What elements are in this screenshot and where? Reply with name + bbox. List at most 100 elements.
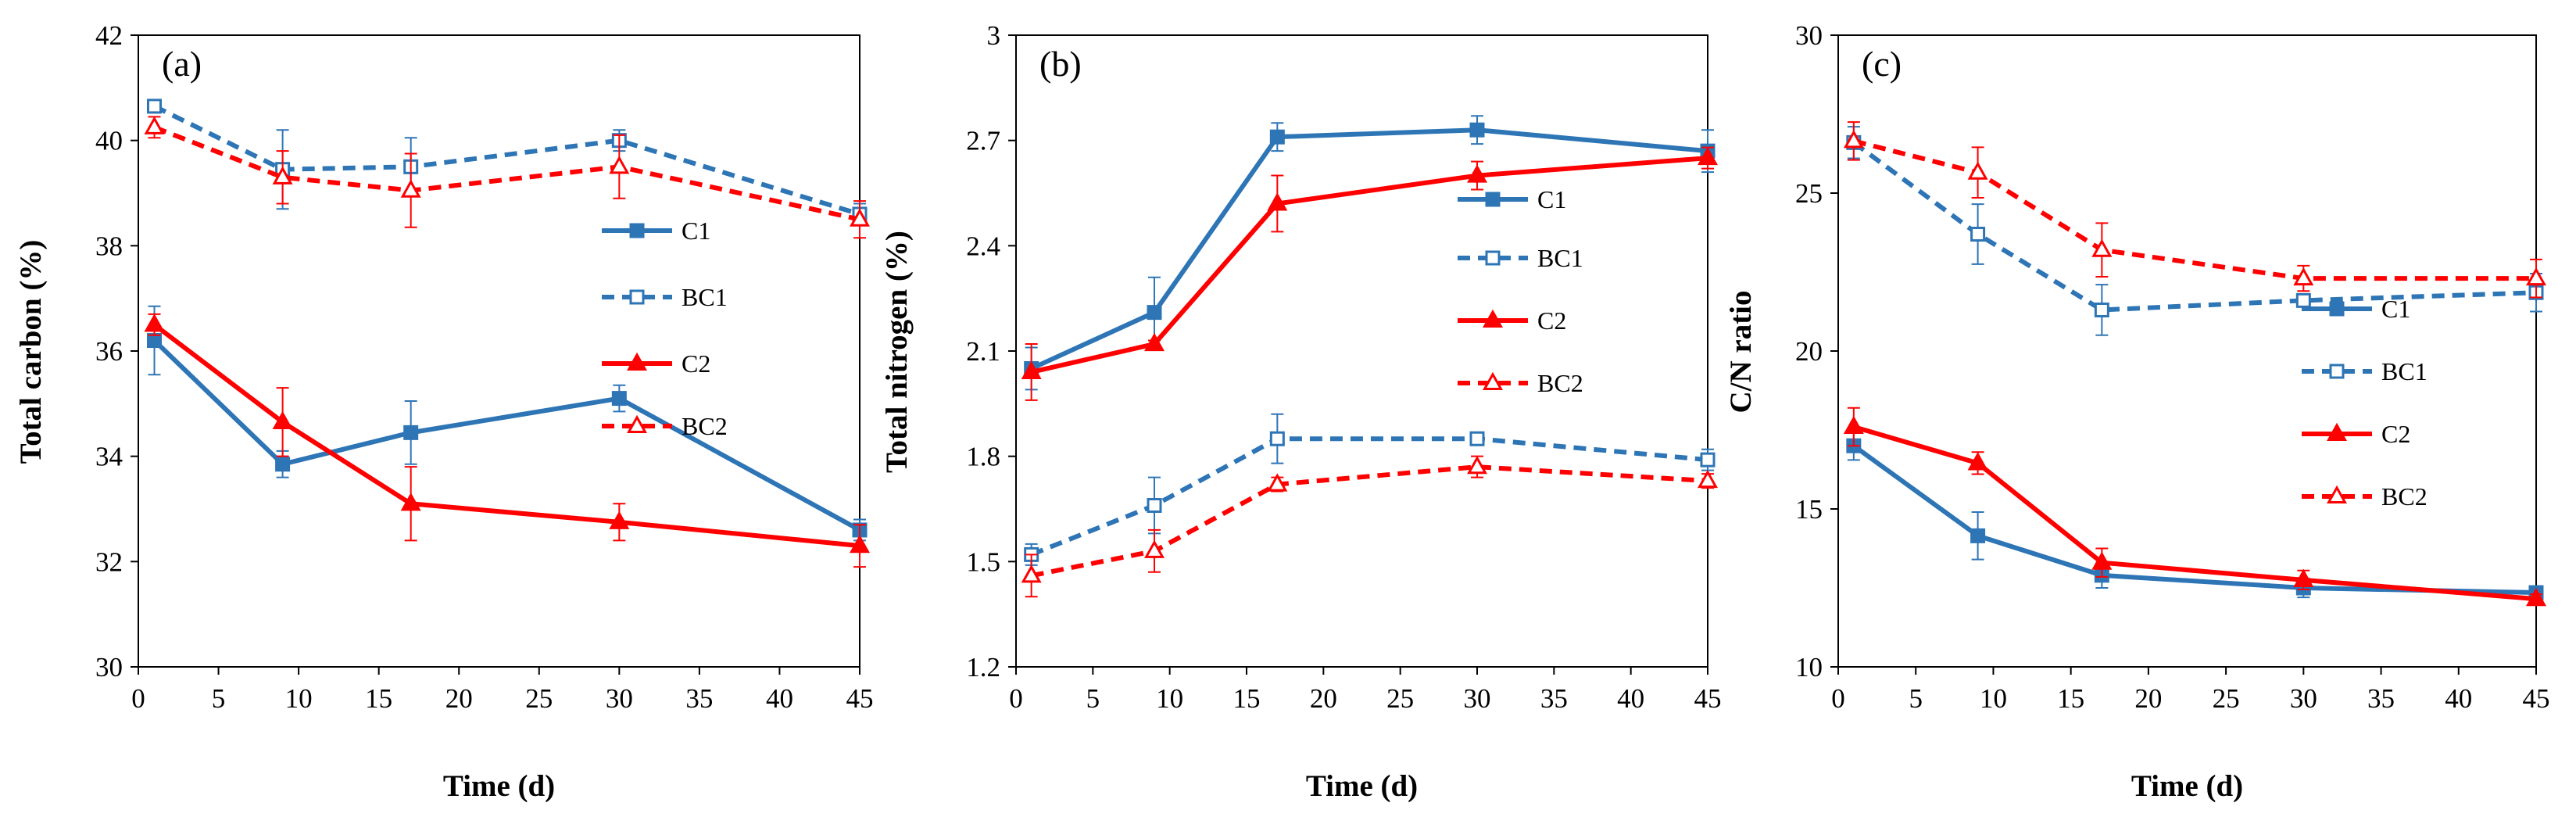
panel-b-y-tick-label: 2.1 bbox=[966, 336, 1000, 367]
panel-b-x-tick-label: 35 bbox=[1540, 683, 1568, 714]
panel-c-y-tick-label: 20 bbox=[1795, 336, 1823, 367]
panel-a-legend-label: BC1 bbox=[682, 283, 728, 311]
panel-b-legend-item-c2: C2 bbox=[1458, 306, 1566, 335]
panel-b-point-c2 bbox=[1021, 360, 1042, 379]
panel-c-point-c2 bbox=[1843, 415, 1864, 435]
panel-c: 0 5 10 15 20 25 30 35 40 45 10 15 20 25 30 Time (d) C/N … bbox=[1724, 20, 2550, 803]
panel-c-point-bc2 bbox=[2526, 267, 2546, 286]
panel-b-x-tick-label: 30 bbox=[1464, 683, 1491, 714]
panel-a-line-c2 bbox=[152, 322, 860, 549]
panel-b-point-bc1 bbox=[1469, 431, 1485, 446]
panel-b-legend-item-bc2: BC2 bbox=[1458, 369, 1583, 397]
panel-c-y-axis-label: C/N ratio bbox=[1724, 290, 1758, 413]
panel-a-series-bc2 bbox=[144, 116, 870, 239]
panel-a-point-bc2 bbox=[400, 179, 421, 198]
panel-b-y-axis-label: Total nitrogen (%) bbox=[880, 231, 914, 473]
panel-c-point-bc2 bbox=[2091, 238, 2113, 257]
panel-c-x-tick-label: 40 bbox=[2445, 683, 2472, 714]
panel-c-x-tick-label: 20 bbox=[2134, 683, 2162, 714]
panel-c-line-bc2 bbox=[1853, 138, 2536, 281]
panel-a-y-tick-label: 30 bbox=[95, 652, 123, 682]
panel-a-point-c1 bbox=[147, 333, 163, 349]
panel-a-x-axis-label: Time (d) bbox=[443, 769, 555, 803]
panel-a-y-axis-label: Total carbon (%) bbox=[14, 240, 48, 464]
panel-c-legend-item-c2: C2 bbox=[2302, 420, 2410, 448]
panel-c-legend-label: BC2 bbox=[2381, 482, 2428, 511]
panel-a-point-bc2 bbox=[144, 116, 165, 134]
panel-a-x-tick-label: 45 bbox=[846, 683, 874, 714]
panel-a-y-tick-label: 40 bbox=[95, 126, 123, 156]
panel-c-legend-label: BC1 bbox=[2381, 357, 2428, 385]
panel-c-point-bc2 bbox=[1843, 130, 1864, 149]
panel-b-y-tick-label: 2.7 bbox=[966, 126, 1000, 156]
panel-b-point-c2 bbox=[1467, 164, 1487, 183]
panel-a-legend-item-c2: C2 bbox=[602, 349, 710, 378]
panel-c-y-tick-label: 15 bbox=[1795, 494, 1823, 525]
panel-b-line-bc2 bbox=[1031, 464, 1708, 579]
panel-c-point-bc1 bbox=[2295, 292, 2311, 308]
panel-a-point-c1 bbox=[611, 391, 627, 407]
panel-b-x-tick-label: 5 bbox=[1086, 683, 1100, 714]
panel-c-legend-item-bc1: BC1 bbox=[2302, 357, 2428, 385]
panel-b-point-c2 bbox=[1267, 192, 1288, 211]
panel-a-legend-item-c1: C1 bbox=[602, 217, 710, 245]
panel-b-x-tick-label: 45 bbox=[1694, 683, 1722, 714]
panel-b-point-c2 bbox=[1144, 332, 1165, 352]
panel-a-legend-label: C1 bbox=[682, 217, 710, 245]
panel-c-x-tick-label: 45 bbox=[2523, 683, 2550, 714]
panel-c-y-tick-label: 25 bbox=[1795, 178, 1823, 209]
panel-c-point-bc2 bbox=[1967, 161, 1988, 180]
panel-b-point-bc1 bbox=[1147, 498, 1162, 514]
panel-c-point-c2 bbox=[2526, 587, 2546, 607]
panel-a-point-c2 bbox=[609, 511, 630, 529]
panel-a-point-c1 bbox=[275, 457, 291, 472]
panel-b-point-bc2 bbox=[1698, 469, 1718, 489]
panel-b-tag: (b) bbox=[1039, 44, 1082, 84]
panel-a-line-bc2 bbox=[153, 125, 860, 222]
panel-b-y-tick-label: 1.5 bbox=[966, 546, 1000, 577]
panel-b-point-bc2 bbox=[1021, 564, 1042, 583]
panel-c-x-tick-label: 30 bbox=[2290, 683, 2317, 714]
panel-b-series-bc1 bbox=[1024, 413, 1716, 566]
panel-c-point-bc1 bbox=[2094, 302, 2109, 317]
panel-c-x-tick-label: 25 bbox=[2213, 683, 2240, 714]
panel-b: 0 5 10 15 20 25 30 35 40 45 1.2 1.5 1.8 2.1 2.4 2.7 3 Tim… bbox=[880, 20, 1722, 803]
panel-a-legend-marker bbox=[629, 289, 645, 305]
panel-b-point-bc1 bbox=[1700, 452, 1716, 468]
panel-a-tag: (a) bbox=[162, 44, 202, 84]
panel-a-legend-marker bbox=[627, 414, 647, 434]
panel-a-point-bc2 bbox=[850, 208, 870, 227]
panel-b-x-tick-label: 0 bbox=[1009, 683, 1023, 714]
panel-b-legend-label: C1 bbox=[1537, 185, 1566, 213]
panel-b-line-bc1 bbox=[1030, 436, 1708, 557]
panel-a-x-tick-label: 10 bbox=[285, 683, 313, 714]
panel-b-line-c2 bbox=[1030, 156, 1708, 374]
panel-b-x-tick-label: 40 bbox=[1617, 683, 1644, 714]
panel-b-x-tick-label: 10 bbox=[1156, 683, 1183, 714]
panel-c-series-bc2 bbox=[1843, 121, 2546, 299]
panel-c-tag: (c) bbox=[1862, 44, 1902, 84]
panel-b-legend-item-bc1: BC1 bbox=[1458, 244, 1583, 272]
panel-b-y-tick-label: 1.8 bbox=[966, 442, 1000, 472]
panel-c-legend-label: C2 bbox=[2381, 420, 2410, 448]
panel-c-x-tick-label: 35 bbox=[2367, 683, 2395, 714]
panel-c-point-c2 bbox=[1967, 452, 1988, 471]
panel-a-plot-frame bbox=[138, 34, 860, 668]
panel-a-legend-label: BC2 bbox=[682, 412, 728, 440]
panel-a-x-tick-label: 40 bbox=[766, 683, 793, 714]
panel-c-line-bc1 bbox=[1852, 140, 2537, 313]
panel-b-x-axis-label: Time (d) bbox=[1306, 769, 1418, 803]
panel-b-legend-item-c1: C1 bbox=[1458, 185, 1566, 213]
panel-c-point-c2 bbox=[2293, 568, 2314, 587]
panel-a-y-tick-label: 38 bbox=[95, 231, 123, 261]
panel-b-point-c1 bbox=[1147, 305, 1162, 321]
panel-c-line-c2 bbox=[1853, 425, 2537, 602]
panel-b-point-c2 bbox=[1698, 146, 1718, 166]
panel-a-y-tick-label: 32 bbox=[95, 546, 123, 577]
panel-c-series-bc1 bbox=[1846, 126, 2544, 336]
panel-a-point-c2 bbox=[400, 493, 421, 511]
panel-a-legend-label: C2 bbox=[682, 349, 710, 378]
panel-a-x-tick-label: 0 bbox=[131, 683, 145, 714]
panel-b-legend-marker bbox=[1483, 309, 1503, 328]
panel-b-y-tick-label: 2.4 bbox=[966, 231, 1000, 261]
